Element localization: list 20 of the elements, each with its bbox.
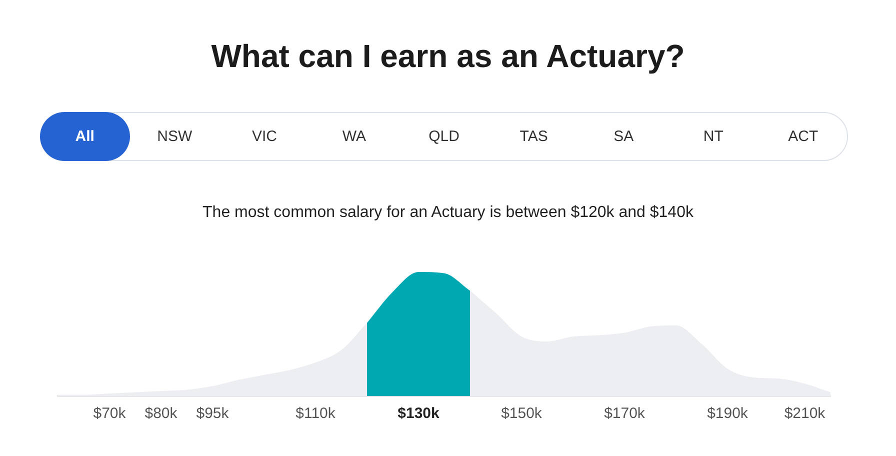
- x-tick-label: $150k: [501, 405, 542, 422]
- text: SA: [614, 128, 634, 145]
- text: QLD: [428, 128, 460, 145]
- x-tick-label: $170k: [604, 405, 646, 422]
- text: VIC: [252, 128, 277, 145]
- chart-subtitle: The most common salary for an Actuary is between $120k and $140k: [202, 204, 694, 222]
- text: TAS: [520, 128, 548, 145]
- x-tick-label: $110k: [296, 405, 336, 422]
- x-tick-label: $210k: [784, 405, 826, 422]
- x-tick-label: $130k: [398, 405, 440, 422]
- selected-tab: All: [40, 112, 130, 161]
- x-tick-label: $70k: [93, 405, 126, 422]
- x-tick-label: $95k: [196, 405, 230, 422]
- x-tick-label: $190k: [707, 405, 748, 422]
- text: NSW: [157, 128, 192, 145]
- text: WA: [342, 128, 366, 145]
- text: NT: [703, 128, 724, 145]
- chart-title: What can I earn as an Actuary?: [210, 37, 686, 76]
- x-tick-label: $80k: [144, 405, 178, 422]
- text: ACT: [788, 128, 818, 145]
